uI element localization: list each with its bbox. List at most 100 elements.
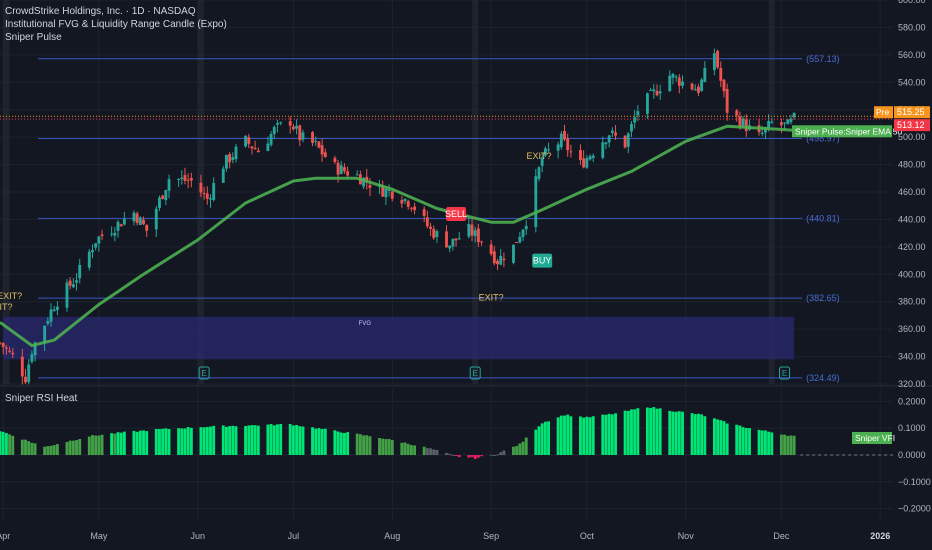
rsi-heat-bar — [543, 421, 547, 455]
rsi-heat-bar — [502, 450, 506, 455]
rsi-heat-bar — [559, 415, 563, 455]
rsi-heat-bar — [55, 444, 59, 455]
candle-body — [279, 122, 283, 124]
rsi-heat-bar — [68, 440, 72, 455]
indicator-sniper-pulse-title[interactable]: Sniper Pulse — [5, 32, 62, 43]
rsi-heat-bar — [492, 454, 496, 456]
rsi-heat-bar — [33, 443, 37, 455]
rsi-heat-bar — [473, 455, 477, 459]
highlight-band — [472, 0, 479, 384]
price-tag-label-bg — [874, 106, 893, 119]
rsi-heat-bar — [132, 430, 136, 455]
sub-y-axis-tick-label: 0.2000 — [898, 396, 926, 406]
rsi-heat-bar — [703, 416, 707, 455]
rsi-heat-bar — [116, 432, 120, 455]
candle-body — [119, 224, 123, 227]
rsi-heat-bar — [336, 431, 340, 455]
rsi-heat-bar — [725, 423, 729, 455]
candle-body — [116, 221, 120, 231]
earnings-marker-label: E — [473, 369, 478, 378]
candle-body — [390, 191, 394, 199]
candle-body — [502, 258, 506, 261]
candle-body — [512, 244, 515, 263]
rsi-heat-bar — [355, 433, 359, 455]
price-tag-value: 515.25 — [897, 107, 925, 117]
x-axis-tick-label: Oct — [580, 531, 595, 541]
rsi-heat-bar — [789, 435, 793, 455]
symbol-title: CrowdStrike Holdings, Inc. · 1D · NASDAQ — [5, 6, 196, 17]
candle-body — [311, 132, 314, 143]
candle-body — [744, 119, 748, 132]
candle-body — [480, 241, 484, 243]
candle-body — [27, 364, 31, 383]
candle-body — [566, 138, 570, 151]
candle-body — [317, 141, 321, 148]
candle-body — [355, 174, 359, 176]
candle-body — [1, 342, 5, 348]
rsi-heat-bar — [378, 438, 381, 455]
candle-body — [362, 177, 366, 187]
rsi-heat-bar — [630, 409, 633, 455]
rsi-heat-bar — [601, 414, 605, 455]
candle-body — [78, 265, 82, 279]
candle-body — [492, 251, 496, 264]
candle-body — [384, 188, 388, 198]
liquidity-level-label: (557.13) — [806, 54, 840, 64]
candle-body — [55, 306, 59, 310]
rsi-heat-bar — [649, 408, 653, 455]
candle-body — [154, 208, 158, 230]
rsi-heat-bar — [49, 445, 53, 455]
candle-body — [604, 142, 608, 145]
rsi-heat-bar — [540, 423, 544, 455]
rsi-heat-bar — [87, 436, 91, 455]
indicator-fvg-title[interactable]: Institutional FVG & Liquidity Range Cand… — [5, 19, 227, 30]
rsi-heat-bar — [234, 426, 238, 455]
candle-body — [588, 156, 592, 160]
rsi-heat-bar — [556, 417, 560, 455]
candle-body — [658, 91, 662, 94]
candle-body — [400, 200, 404, 204]
earnings-marker — [779, 366, 791, 380]
vfi-label: Sniper VFI — [855, 433, 895, 443]
rsi-heat-bar — [403, 442, 407, 455]
candle-body — [649, 90, 653, 92]
rsi-heat-bar — [100, 434, 104, 455]
candle-body — [534, 176, 538, 227]
candle-body — [343, 167, 346, 172]
ema-label-text: Sniper Pulse:Sniper EMA 50 — [795, 126, 903, 136]
candle-body — [323, 152, 327, 158]
y-axis-tick-label: 560.00 — [898, 50, 926, 60]
candle-body — [556, 144, 560, 151]
sub-y-axis-tick-label: 0.0000 — [898, 450, 926, 460]
sub-y-axis-tick-label: −0.2000 — [898, 504, 931, 514]
candle-body — [122, 218, 126, 225]
rsi-heat-bar — [138, 430, 142, 455]
candle-body — [228, 154, 232, 163]
rsi-heat-bar — [266, 424, 270, 455]
rsi-heat-bar — [272, 425, 276, 455]
candle-body — [518, 236, 522, 243]
rsi-heat-bar — [524, 437, 528, 455]
rsi-heat-bar — [409, 445, 413, 455]
candle-body — [11, 352, 15, 355]
rsi-heat-bar — [719, 420, 723, 455]
y-axis-tick-label: 580.00 — [898, 22, 926, 32]
indicator-rsi-heat-title[interactable]: Sniper RSI Heat — [5, 393, 78, 404]
signal-badge-sell — [446, 206, 467, 221]
rsi-heat-bar — [46, 446, 50, 455]
candle-body — [476, 228, 480, 243]
rsi-heat-bar — [135, 431, 139, 455]
rsi-heat-bar — [457, 455, 461, 458]
rsi-heat-bar — [320, 428, 324, 455]
candle-body — [68, 280, 72, 286]
rsi-heat-bar — [425, 448, 429, 455]
x-axis-tick-label: Apr — [0, 531, 10, 541]
x-axis-tick-label: Aug — [384, 531, 400, 541]
candle-body — [180, 177, 184, 180]
candle-body — [142, 219, 145, 225]
candle-body — [132, 212, 136, 222]
rsi-heat-bar — [512, 446, 515, 455]
candle-body — [276, 123, 279, 125]
candle-body — [543, 148, 547, 156]
